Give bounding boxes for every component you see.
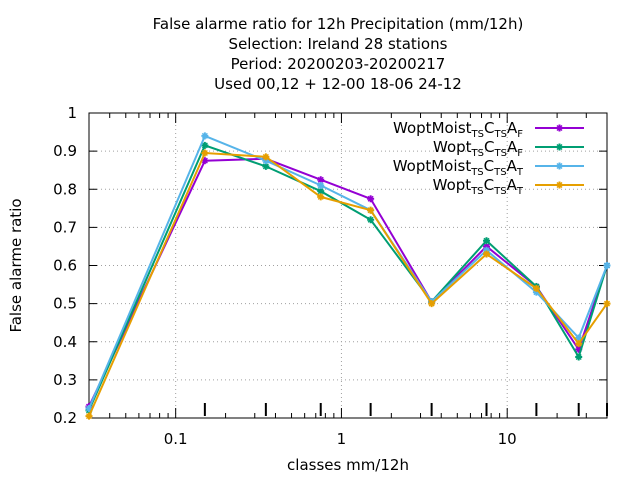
data-point-d2 <box>85 405 93 412</box>
data-point-d2 <box>317 182 324 189</box>
data-point-d2 <box>556 143 563 151</box>
data-point-d2 <box>575 334 582 341</box>
data-point-d2 <box>533 285 540 292</box>
x-tick-label: 0.1 <box>164 430 188 448</box>
legend-label: WoptMoistTSCTSAF <box>393 119 523 140</box>
data-point-d2 <box>317 188 324 195</box>
y-axis-title: False alarme ratio <box>7 198 25 332</box>
y-tick-label: 0.4 <box>53 333 77 351</box>
y-tick-label: 0.9 <box>53 142 77 160</box>
data-point-d2 <box>428 300 435 307</box>
y-tick-label: 0.5 <box>53 295 77 313</box>
data-point-d2 <box>367 195 374 202</box>
data-point-d2 <box>201 132 208 139</box>
series-line-3 <box>88 134 608 409</box>
data-point-d2 <box>483 251 490 258</box>
title-line-3: Period: 20200203-20200217 <box>230 55 446 73</box>
data-point-d2 <box>367 216 374 223</box>
data-point-d2 <box>603 262 611 269</box>
data-point-d2 <box>556 124 563 132</box>
chart-title: False alarme ratio for 12h Precipitation… <box>0 14 640 94</box>
x-tick-label: 1 <box>337 430 347 448</box>
data-point-d2 <box>85 413 93 420</box>
legend-label: WoptMoistTSCTSAT <box>393 157 524 178</box>
data-point-d2 <box>317 193 324 200</box>
y-tick-label: 0.7 <box>53 218 77 236</box>
legend-label: WoptTSCTSAT <box>433 176 524 197</box>
data-point-d2 <box>575 346 582 353</box>
data-point-d2 <box>603 300 611 307</box>
series-line-2 <box>88 144 608 411</box>
data-point-d2 <box>556 162 563 170</box>
data-point-d2 <box>201 150 208 157</box>
data-point-d2 <box>317 176 324 183</box>
data-point-d2 <box>201 157 208 164</box>
data-point-d2 <box>575 353 582 361</box>
series-line-4 <box>88 151 608 417</box>
data-point-d2 <box>201 142 208 149</box>
y-tick-label: 0.2 <box>53 409 77 427</box>
data-point-d2 <box>556 181 563 189</box>
data-point-d2 <box>367 207 374 214</box>
title-line-1: False alarme ratio for 12h Precipitation… <box>152 15 524 33</box>
data-point-d2 <box>262 153 269 160</box>
y-tick-label: 0.6 <box>53 257 77 275</box>
data-point-d2 <box>483 237 490 244</box>
legend-label: WoptTSCTSAF <box>433 138 523 159</box>
series-line-1 <box>88 157 608 408</box>
data-point-d2 <box>575 340 582 347</box>
y-tick-label: 0.3 <box>53 371 77 389</box>
title-line-2: Selection: Ireland 28 stations <box>228 35 448 53</box>
data-point-d2 <box>262 163 269 170</box>
x-tick-label: 10 <box>498 430 517 448</box>
y-tick-label: 0.8 <box>53 180 77 198</box>
x-axis-title: classes mm/12h <box>287 456 409 474</box>
y-tick-label: 1 <box>67 104 77 122</box>
title-line-4: Used 00,12 + 12-00 18-06 24-12 <box>214 75 462 93</box>
